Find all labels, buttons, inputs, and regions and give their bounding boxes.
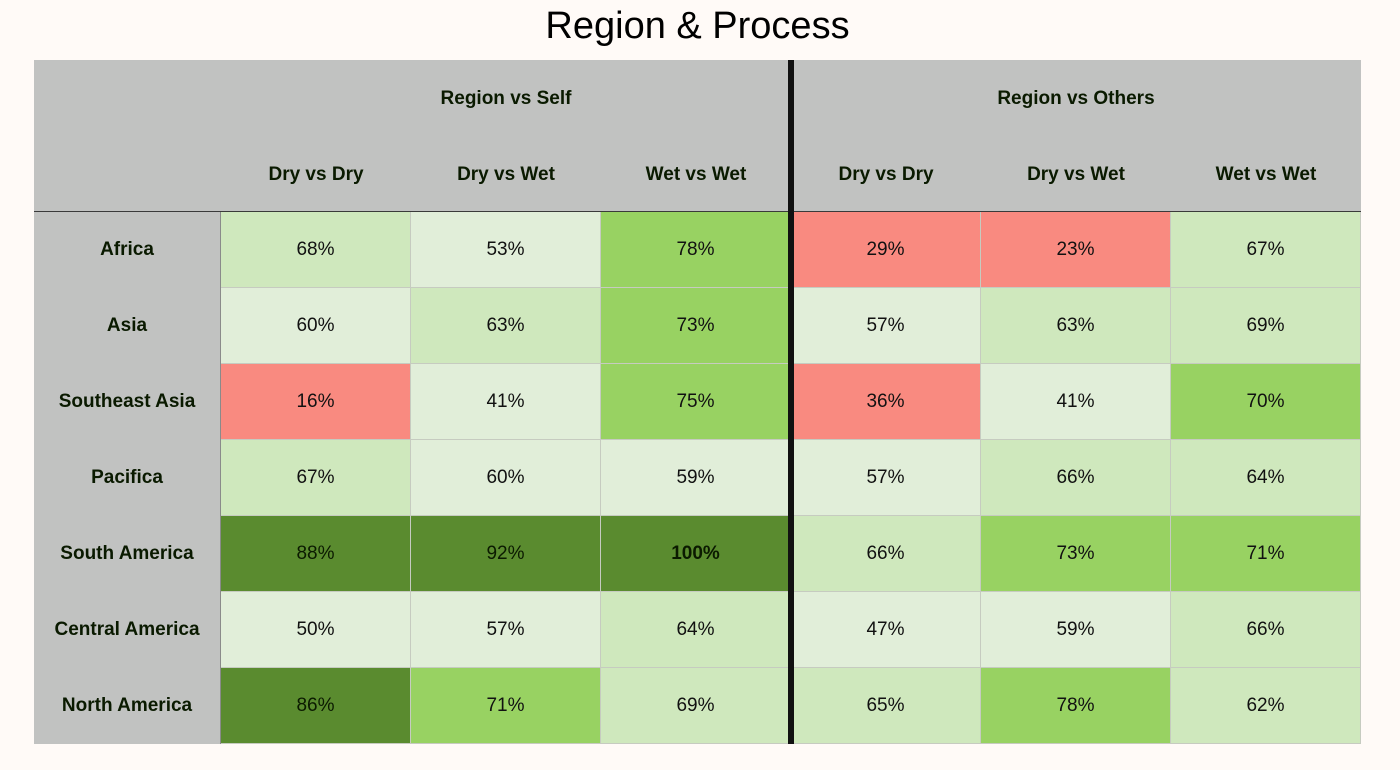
heatmap-cell: 29% xyxy=(791,212,981,288)
row-label: Central America xyxy=(34,592,221,668)
row-label: Southeast Asia xyxy=(34,364,221,440)
column-header: Wet vs Wet xyxy=(601,137,791,212)
heatmap-cell: 23% xyxy=(981,212,1171,288)
heatmap-cell: 66% xyxy=(981,440,1171,516)
heatmap-cell: 59% xyxy=(601,440,791,516)
heatmap-cell: 67% xyxy=(1171,212,1361,288)
heatmap-cell: 70% xyxy=(1171,364,1361,440)
heatmap-cell: 100% xyxy=(601,516,791,592)
heatmap-cell: 78% xyxy=(981,668,1171,744)
heatmap-cell: 64% xyxy=(1171,440,1361,516)
row-label: South America xyxy=(34,516,221,592)
column-header: Dry vs Wet xyxy=(411,137,601,212)
column-header: Dry vs Wet xyxy=(981,137,1171,212)
heatmap-cell: 62% xyxy=(1171,668,1361,744)
heatmap-cell: 73% xyxy=(601,288,791,364)
row-label: Africa xyxy=(34,212,221,288)
heatmap-cell: 41% xyxy=(411,364,601,440)
heatmap-cell: 57% xyxy=(411,592,601,668)
heatmap-cell: 78% xyxy=(601,212,791,288)
heatmap-cell: 69% xyxy=(1171,288,1361,364)
heatmap-cell: 75% xyxy=(601,364,791,440)
heatmap-cell: 66% xyxy=(1171,592,1361,668)
heatmap-cell: 53% xyxy=(411,212,601,288)
column-header: Wet vs Wet xyxy=(1171,137,1361,212)
heatmap-cell: 60% xyxy=(221,288,411,364)
heatmap-cell: 86% xyxy=(221,668,411,744)
heatmap-cell: 63% xyxy=(411,288,601,364)
heatmap-cell: 68% xyxy=(221,212,411,288)
heatmap-cell: 69% xyxy=(601,668,791,744)
row-label: Asia xyxy=(34,288,221,364)
heatmap-cell: 64% xyxy=(601,592,791,668)
heatmap-cell: 60% xyxy=(411,440,601,516)
heatmap-cell: 57% xyxy=(791,440,981,516)
heatmap-cell: 36% xyxy=(791,364,981,440)
row-label: North America xyxy=(34,668,221,744)
heatmap-cell: 88% xyxy=(221,516,411,592)
heatmap-cell: 67% xyxy=(221,440,411,516)
heatmap-cell: 50% xyxy=(221,592,411,668)
heatmap-cell: 73% xyxy=(981,516,1171,592)
column-header: Dry vs Dry xyxy=(221,137,411,212)
heatmap-table: Region vs Self Dry vs Dry Dry vs Wet Wet vs… xyxy=(34,60,1362,744)
heatmap-cell: 41% xyxy=(981,364,1171,440)
row-label: Pacifica xyxy=(34,440,221,516)
heatmap-cell: 71% xyxy=(1171,516,1361,592)
group-header: Region vs Others xyxy=(791,60,1361,137)
heatmap-cell: 92% xyxy=(411,516,601,592)
group-divider xyxy=(788,60,794,744)
heatmap-cell: 71% xyxy=(411,668,601,744)
heatmap-cell: 16% xyxy=(221,364,411,440)
heatmap-cell: 63% xyxy=(981,288,1171,364)
heatmap-cell: 57% xyxy=(791,288,981,364)
group-header: Region vs Self xyxy=(221,60,791,137)
column-header: Dry vs Dry xyxy=(791,137,981,212)
heatmap-cell: 59% xyxy=(981,592,1171,668)
chart-title: Region & Process xyxy=(545,5,850,47)
heatmap-cell: 65% xyxy=(791,668,981,744)
header-rule xyxy=(34,211,1361,212)
heatmap-cell: 47% xyxy=(791,592,981,668)
heatmap-cell: 66% xyxy=(791,516,981,592)
